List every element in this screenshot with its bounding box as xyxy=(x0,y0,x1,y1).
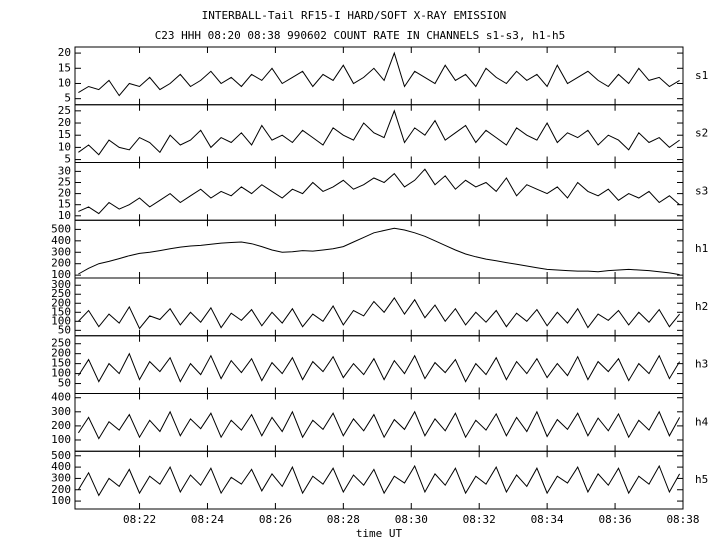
x-tick-label: 08:26 xyxy=(259,513,292,526)
x-tick-label: 08:34 xyxy=(531,513,564,526)
y-tick-label: 20 xyxy=(58,116,71,129)
y-tick-label: 25 xyxy=(58,175,71,188)
y-tick-label: 15 xyxy=(58,198,71,211)
y-tick-label: 15 xyxy=(58,61,71,74)
series-label: s3 xyxy=(695,184,708,197)
x-tick-label: 08:38 xyxy=(666,513,699,526)
y-tick-label: 200 xyxy=(51,419,71,432)
x-tick-label: 08:24 xyxy=(191,513,224,526)
panel-frame xyxy=(74,450,684,510)
y-tick-label: 300 xyxy=(51,405,71,418)
y-tick-label: 200 xyxy=(51,257,71,270)
panel-frame xyxy=(74,335,684,394)
series-label: h1 xyxy=(695,242,708,255)
data-line xyxy=(77,352,681,383)
data-line xyxy=(78,227,680,276)
y-tick-label: 500 xyxy=(51,222,71,235)
y-tick-label: 20 xyxy=(58,46,71,59)
series-label: h5 xyxy=(695,473,708,486)
data-line xyxy=(78,109,680,156)
series-label: s2 xyxy=(695,127,708,140)
y-tick-label: 200 xyxy=(51,483,71,496)
data-line xyxy=(78,51,680,97)
series-label: s1 xyxy=(695,69,708,82)
x-tick-label: 08:32 xyxy=(463,513,496,526)
panel-frame xyxy=(74,162,684,221)
y-tick-label: 400 xyxy=(51,234,71,247)
data-line xyxy=(77,410,681,440)
y-tick-label: 20 xyxy=(58,187,71,200)
y-tick-label: 250 xyxy=(51,287,71,300)
x-tick-label: 08:22 xyxy=(123,513,156,526)
y-tick-label: 100 xyxy=(51,367,71,380)
y-tick-label: 100 xyxy=(51,433,71,446)
y-tick-label: 300 xyxy=(51,471,71,484)
y-tick-label: 50 xyxy=(58,377,71,390)
x-axis-label: time UT xyxy=(356,527,403,540)
data-line xyxy=(77,464,681,497)
y-tick-label: 5 xyxy=(64,92,71,105)
y-tick-label: 30 xyxy=(58,164,71,177)
y-tick-label: 100 xyxy=(51,314,71,327)
series-label: h3 xyxy=(695,358,708,371)
y-tick-label: 50 xyxy=(58,323,71,336)
y-tick-label: 5 xyxy=(64,153,71,166)
y-tick-label: 300 xyxy=(51,278,71,291)
y-tick-label: 150 xyxy=(51,357,71,370)
y-tick-label: 25 xyxy=(58,104,71,117)
y-tick-label: 200 xyxy=(51,347,71,360)
chart-subtitle: C23 HHH 08:20 08:38 990602 COUNT RATE IN… xyxy=(155,29,566,42)
x-tick-label: 08:36 xyxy=(599,513,632,526)
panel-frame xyxy=(74,104,684,163)
y-tick-label: 400 xyxy=(51,460,71,473)
y-tick-label: 200 xyxy=(51,296,71,309)
y-tick-label: 150 xyxy=(51,305,71,318)
y-tick-label: 10 xyxy=(58,209,71,222)
panel-frame xyxy=(74,393,684,452)
y-tick-label: 100 xyxy=(51,494,71,507)
y-tick-label: 15 xyxy=(58,128,71,141)
y-tick-label: 400 xyxy=(51,391,71,404)
y-tick-label: 100 xyxy=(51,268,71,281)
x-tick-label: 08:30 xyxy=(395,513,428,526)
y-tick-label: 500 xyxy=(51,449,71,462)
y-tick-label: 10 xyxy=(58,76,71,89)
data-line xyxy=(78,297,680,330)
data-line xyxy=(78,168,680,215)
panel-frame xyxy=(74,46,684,106)
x-tick-label: 08:28 xyxy=(327,513,360,526)
y-tick-label: 300 xyxy=(51,245,71,258)
series-label: h4 xyxy=(695,415,709,428)
y-tick-label: 250 xyxy=(51,337,71,350)
series-label: h2 xyxy=(695,300,708,313)
y-tick-label: 10 xyxy=(58,140,71,153)
chart-title: INTERBALL-Tail RF15-I HARD/SOFT X-RAY EM… xyxy=(202,9,507,22)
